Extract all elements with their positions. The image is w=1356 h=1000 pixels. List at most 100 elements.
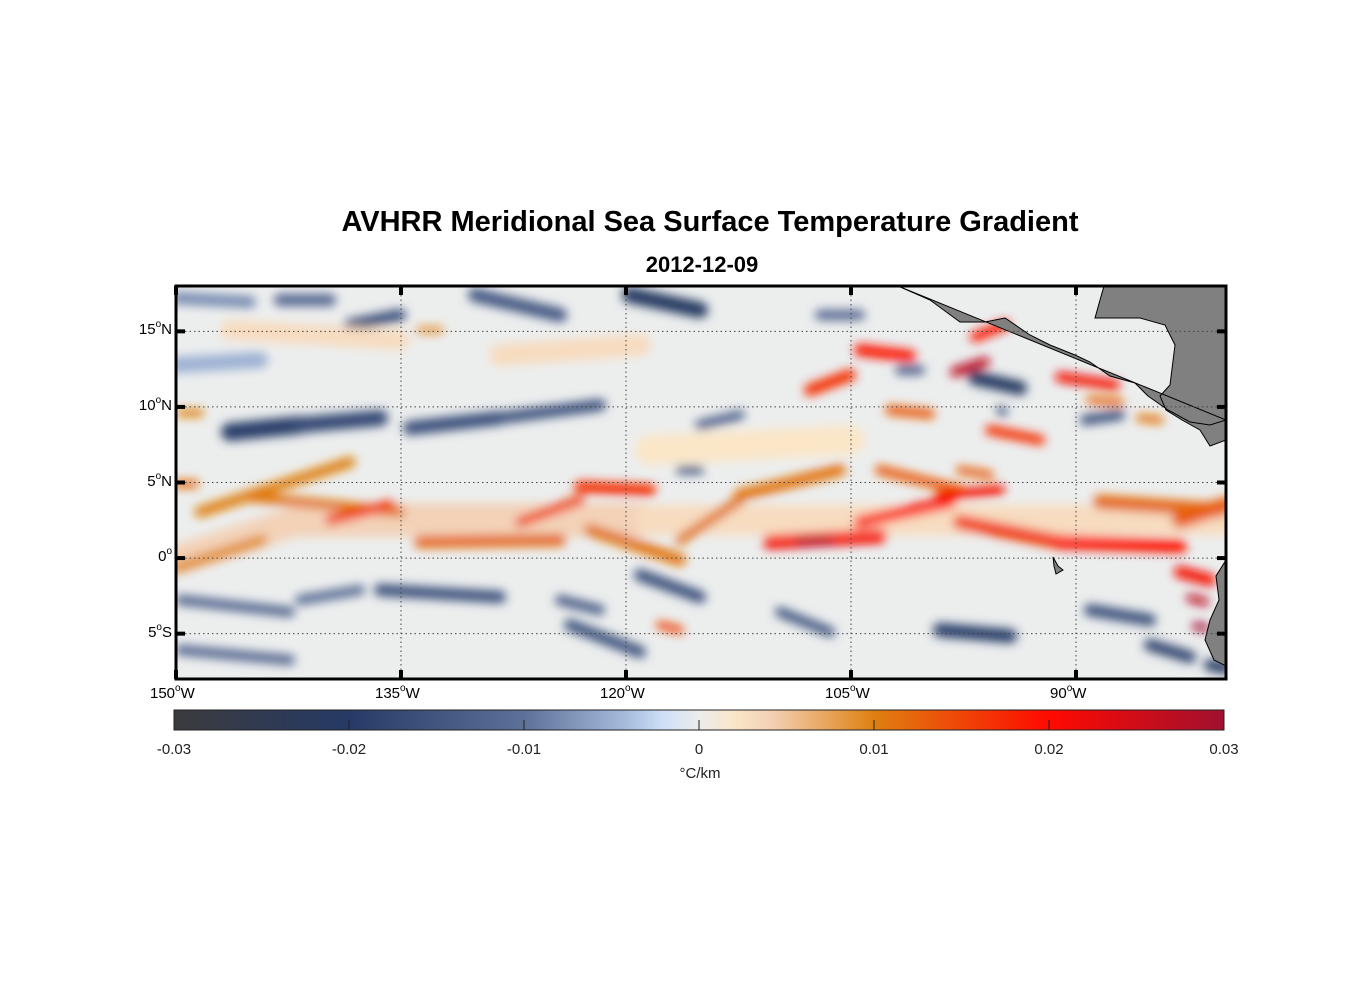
tick-hemisphere: W <box>630 685 645 702</box>
degree-symbol: o <box>155 470 162 482</box>
gradient-feature <box>574 481 656 496</box>
gradient-feature <box>1136 414 1164 424</box>
degree-symbol: o <box>850 683 856 694</box>
land-mask <box>897 286 1226 667</box>
gradient-feature <box>985 425 1045 445</box>
degree-symbol: o <box>1066 683 1073 694</box>
gradient-feature <box>885 405 935 419</box>
gradient-feature <box>374 584 506 603</box>
gradient-feature <box>1192 622 1209 632</box>
degree-symbol: o <box>156 621 162 633</box>
tick-number: 5 <box>148 623 157 641</box>
chart-subtitle: 2012-12-09 <box>645 252 759 277</box>
gradient-feature <box>695 410 745 430</box>
degree-symbol: o <box>155 319 162 331</box>
colorbar-tick-label: 0.02 <box>1034 741 1064 758</box>
tick-hemisphere: N <box>161 396 172 414</box>
gradient-feature <box>1055 372 1120 390</box>
gradient-feature <box>1086 396 1124 406</box>
lon-tick-label: 150oW <box>150 683 195 702</box>
gradient-feature <box>176 352 268 373</box>
degree-symbol: o <box>625 683 631 694</box>
gradient-feature <box>176 645 295 665</box>
gradient-feature <box>564 619 646 658</box>
gradient-feature <box>996 406 1008 416</box>
galapagos-land <box>1052 556 1064 575</box>
tick-number: 90 <box>1050 685 1067 702</box>
frame-ticks <box>174 286 1226 679</box>
gradient-feature <box>515 495 585 527</box>
colorbar-tick-label: -0.01 <box>506 741 542 758</box>
gradient-feature <box>1172 497 1226 528</box>
colorbar-tick-label: 0.03 <box>1209 741 1239 758</box>
gradient-feature <box>176 534 268 574</box>
tick-hemisphere: N <box>161 321 172 339</box>
lon-tick-label: 120oW <box>600 683 645 702</box>
gradient-feature <box>933 623 1017 643</box>
tick-hemisphere: W <box>180 685 195 702</box>
chart-title: AVHRR Meridional Sea Surface Temperature… <box>341 206 1079 238</box>
colorbar-tick-label: 0.01 <box>859 741 889 758</box>
gradient-feature <box>635 425 865 465</box>
tick-hemisphere: W <box>855 685 870 702</box>
tick-hemisphere: S <box>161 623 172 641</box>
gradient-feature <box>295 585 365 605</box>
gradient-feature <box>968 371 1027 395</box>
gradient-feature <box>1186 594 1209 606</box>
tick-number: 120 <box>600 685 626 702</box>
colorbar-tick-label: 0 <box>694 741 704 758</box>
lat-tick-label: 0o <box>158 546 172 565</box>
gradient-feature <box>953 515 1067 549</box>
degree-symbol: o <box>175 683 181 694</box>
gradient-feature <box>176 595 295 617</box>
gradient-feature <box>950 357 990 377</box>
colorbar-tick-label: -0.03 <box>156 741 192 758</box>
lon-tick-label: 135oW <box>375 683 420 702</box>
tick-number: 105 <box>825 685 851 702</box>
gradient-feature <box>1174 566 1216 586</box>
degree-symbol: o <box>155 394 162 406</box>
tick-number: 10 <box>138 396 156 414</box>
gradient-feature <box>1053 535 1187 553</box>
gradient-feature <box>935 485 1005 501</box>
tick-hemisphere: W <box>405 685 420 702</box>
south-america-land <box>1204 559 1226 667</box>
field-background <box>176 286 1226 679</box>
lat-tick-label: 5oN <box>147 471 172 490</box>
gradient-feature <box>734 464 846 501</box>
gradient-feature <box>1204 659 1226 674</box>
gradient-feature <box>325 500 395 525</box>
colorbar-ticks <box>348 720 1050 730</box>
lat-tick-label: 15oN <box>139 319 172 338</box>
degree-symbol: o <box>166 546 172 558</box>
gradient-feature <box>854 496 956 528</box>
gradient-feature <box>584 524 686 566</box>
gradient-feature <box>221 416 309 441</box>
tick-number: 5 <box>147 472 156 490</box>
colorbar-unit-label: °C/km <box>679 765 721 782</box>
gradient-feature <box>854 344 916 362</box>
lon-tick-label: 90oW <box>1050 683 1086 702</box>
gradient-feature <box>344 309 406 331</box>
lat-tick-label: 10oN <box>139 395 172 414</box>
gradient-feature <box>1084 604 1156 626</box>
gradient-feature <box>414 534 566 548</box>
gradient-feature <box>176 292 256 308</box>
gradient-feature <box>494 399 606 424</box>
gradient-feature <box>468 288 567 322</box>
gradient-feature <box>634 569 706 603</box>
tick-number: 150 <box>150 685 176 702</box>
gradient-feature <box>1080 410 1125 425</box>
gradient-feature <box>622 287 708 318</box>
gradient-feature <box>176 505 315 575</box>
degree-symbol: o <box>400 683 406 694</box>
gradient-feature <box>555 595 605 615</box>
gradient-feature <box>1144 639 1196 663</box>
tick-number: 135 <box>375 685 401 702</box>
gradient-feature <box>489 334 651 366</box>
colorbar-tick-label: -0.02 <box>331 741 367 758</box>
gradient-feature <box>956 466 994 479</box>
gradient-feature <box>804 369 856 396</box>
gradient-feature <box>194 456 356 518</box>
